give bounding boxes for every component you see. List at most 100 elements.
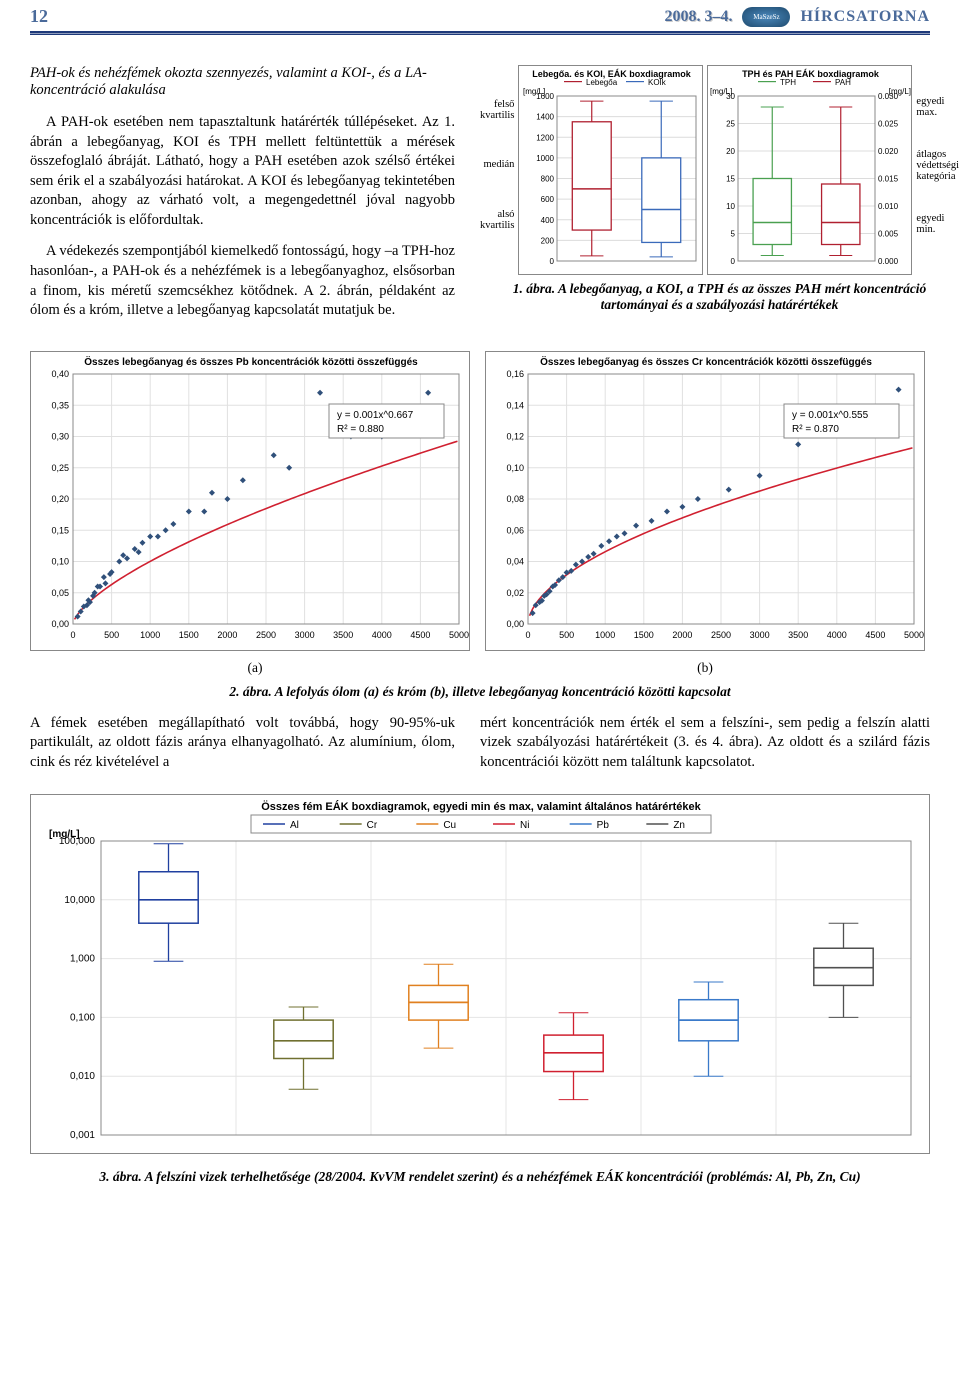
- svg-text:Ni: Ni: [520, 820, 529, 831]
- svg-text:Összes lebegőanyag és összes C: Összes lebegőanyag és összes Cr koncentr…: [540, 355, 872, 368]
- svg-text:0,12: 0,12: [506, 431, 524, 441]
- svg-text:2500: 2500: [711, 630, 731, 640]
- svg-text:R² = 0.870: R² = 0.870: [792, 424, 839, 435]
- svg-text:4000: 4000: [372, 630, 392, 640]
- svg-text:0.010: 0.010: [878, 202, 899, 211]
- svg-text:0,100: 0,100: [70, 1013, 95, 1024]
- section-title: HÍRCSATORNA: [800, 8, 930, 26]
- svg-text:1500: 1500: [634, 630, 654, 640]
- svg-text:0,04: 0,04: [506, 556, 524, 566]
- label: átlagos védettségi kategória: [916, 149, 959, 182]
- svg-text:0,40: 0,40: [51, 369, 69, 379]
- svg-text:5000: 5000: [904, 630, 924, 640]
- paragraph-3: A fémek esetében megállapítható volt tov…: [30, 714, 455, 773]
- svg-text:0,15: 0,15: [51, 525, 69, 535]
- scatter-pb-chart: Összes lebegőanyag és összes Pb koncentr…: [30, 351, 470, 651]
- fig1-boxplot-left: Lebegőa. és KOI, EÁK boxdiagramokLebegőa…: [518, 65, 703, 275]
- svg-text:0: 0: [70, 630, 75, 640]
- svg-text:1600: 1600: [537, 92, 555, 101]
- label: alsó kvartilis: [480, 209, 514, 231]
- svg-text:0,14: 0,14: [506, 400, 524, 410]
- fig2-b-label: (b): [480, 660, 930, 676]
- svg-text:0,08: 0,08: [506, 494, 524, 504]
- svg-text:Összes lebegőanyag és összes P: Összes lebegőanyag és összes Pb koncentr…: [84, 355, 418, 368]
- scatter-cr-chart: Összes lebegőanyag és összes Cr koncentr…: [485, 351, 925, 651]
- svg-text:2000: 2000: [217, 630, 237, 640]
- svg-text:20: 20: [727, 147, 736, 156]
- svg-text:0,05: 0,05: [51, 587, 69, 597]
- svg-text:500: 500: [559, 630, 574, 640]
- svg-text:Lebegőa: Lebegőa: [586, 78, 618, 87]
- svg-text:0.015: 0.015: [878, 175, 899, 184]
- label: medián: [480, 159, 514, 170]
- fig2-a-label: (a): [30, 660, 480, 676]
- svg-text:0.000: 0.000: [878, 257, 899, 266]
- fig1-right-annot: egyedi max. átlagos védettségi kategória…: [916, 65, 959, 275]
- svg-text:0.030: 0.030: [878, 92, 899, 101]
- svg-text:0,001: 0,001: [70, 1130, 95, 1141]
- label: egyedi min.: [916, 213, 959, 235]
- svg-text:100,000: 100,000: [59, 836, 96, 847]
- svg-text:0.025: 0.025: [878, 120, 899, 129]
- issue-date: 2008. 3–4.: [664, 8, 732, 26]
- svg-text:2000: 2000: [672, 630, 692, 640]
- svg-text:0,16: 0,16: [506, 369, 524, 379]
- svg-text:4500: 4500: [865, 630, 885, 640]
- svg-text:0,35: 0,35: [51, 400, 69, 410]
- svg-text:400: 400: [541, 216, 555, 225]
- paragraph-2: A védekezés szempontjából kiemelkedő fon…: [30, 242, 455, 320]
- svg-text:0,00: 0,00: [51, 619, 69, 629]
- svg-text:1500: 1500: [179, 630, 199, 640]
- svg-text:25: 25: [727, 120, 736, 129]
- svg-text:2500: 2500: [256, 630, 276, 640]
- svg-text:1000: 1000: [140, 630, 160, 640]
- svg-text:0: 0: [525, 630, 530, 640]
- svg-text:Zn: Zn: [673, 820, 685, 831]
- svg-text:3000: 3000: [295, 630, 315, 640]
- svg-text:0.020: 0.020: [878, 147, 899, 156]
- svg-text:800: 800: [541, 175, 555, 184]
- subsection-title: PAH-ok és nehézfémek okozta szennyezés, …: [30, 65, 455, 99]
- svg-text:R² = 0.880: R² = 0.880: [337, 424, 384, 435]
- svg-text:TPH és PAH EÁK boxdiagramok: TPH és PAH EÁK boxdiagramok: [742, 69, 880, 79]
- page-number: 12: [30, 6, 48, 27]
- svg-text:4500: 4500: [410, 630, 430, 640]
- svg-text:0.005: 0.005: [878, 230, 899, 239]
- svg-text:10,000: 10,000: [64, 895, 95, 906]
- svg-text:Cu: Cu: [443, 820, 456, 831]
- svg-text:500: 500: [104, 630, 119, 640]
- label: felső kvartilis: [480, 99, 514, 121]
- svg-text:0: 0: [731, 257, 736, 266]
- svg-text:0,30: 0,30: [51, 431, 69, 441]
- svg-text:5: 5: [731, 230, 736, 239]
- svg-text:0,10: 0,10: [506, 462, 524, 472]
- svg-text:1200: 1200: [537, 133, 555, 142]
- svg-text:1000: 1000: [537, 154, 555, 163]
- svg-text:1,000: 1,000: [70, 954, 95, 965]
- svg-text:30: 30: [727, 92, 736, 101]
- figure-1: felső kvartilis medián alsó kvartilis Le…: [480, 65, 959, 275]
- svg-text:PAH: PAH: [835, 78, 851, 87]
- fig3-caption: 3. ábra. A felszíni vizek terhelhetősége…: [30, 1169, 930, 1185]
- fig1-left-annot: felső kvartilis medián alsó kvartilis: [480, 65, 514, 275]
- svg-text:3000: 3000: [750, 630, 770, 640]
- page-header: 12 2008. 3–4. MaSzeSz HÍRCSATORNA: [30, 0, 930, 31]
- svg-text:3500: 3500: [788, 630, 808, 640]
- svg-text:0,010: 0,010: [70, 1072, 95, 1083]
- figure-2: Összes lebegőanyag és összes Pb koncentr…: [30, 351, 930, 656]
- svg-text:0,20: 0,20: [51, 494, 69, 504]
- svg-text:0,00: 0,00: [506, 619, 524, 629]
- svg-text:3500: 3500: [333, 630, 353, 640]
- svg-text:15: 15: [727, 175, 736, 184]
- svg-text:600: 600: [541, 195, 555, 204]
- paragraph-1: A PAH-ok esetében nem tapasztaltunk hatá…: [30, 113, 455, 230]
- svg-text:1400: 1400: [537, 113, 555, 122]
- fig1-caption: 1. ábra. A lebegőanyag, a KOI, a TPH és …: [480, 281, 959, 313]
- svg-text:0,25: 0,25: [51, 462, 69, 472]
- fig3-boxplot: Összes fém EÁK boxdiagramok, egyedi min …: [30, 794, 930, 1154]
- svg-text:0,10: 0,10: [51, 556, 69, 566]
- fig1-boxplot-right: TPH és PAH EÁK boxdiagramokTPHPAH[mg/L][…: [707, 65, 912, 275]
- svg-text:0,02: 0,02: [506, 587, 524, 597]
- label: egyedi max.: [916, 96, 959, 118]
- svg-text:4000: 4000: [827, 630, 847, 640]
